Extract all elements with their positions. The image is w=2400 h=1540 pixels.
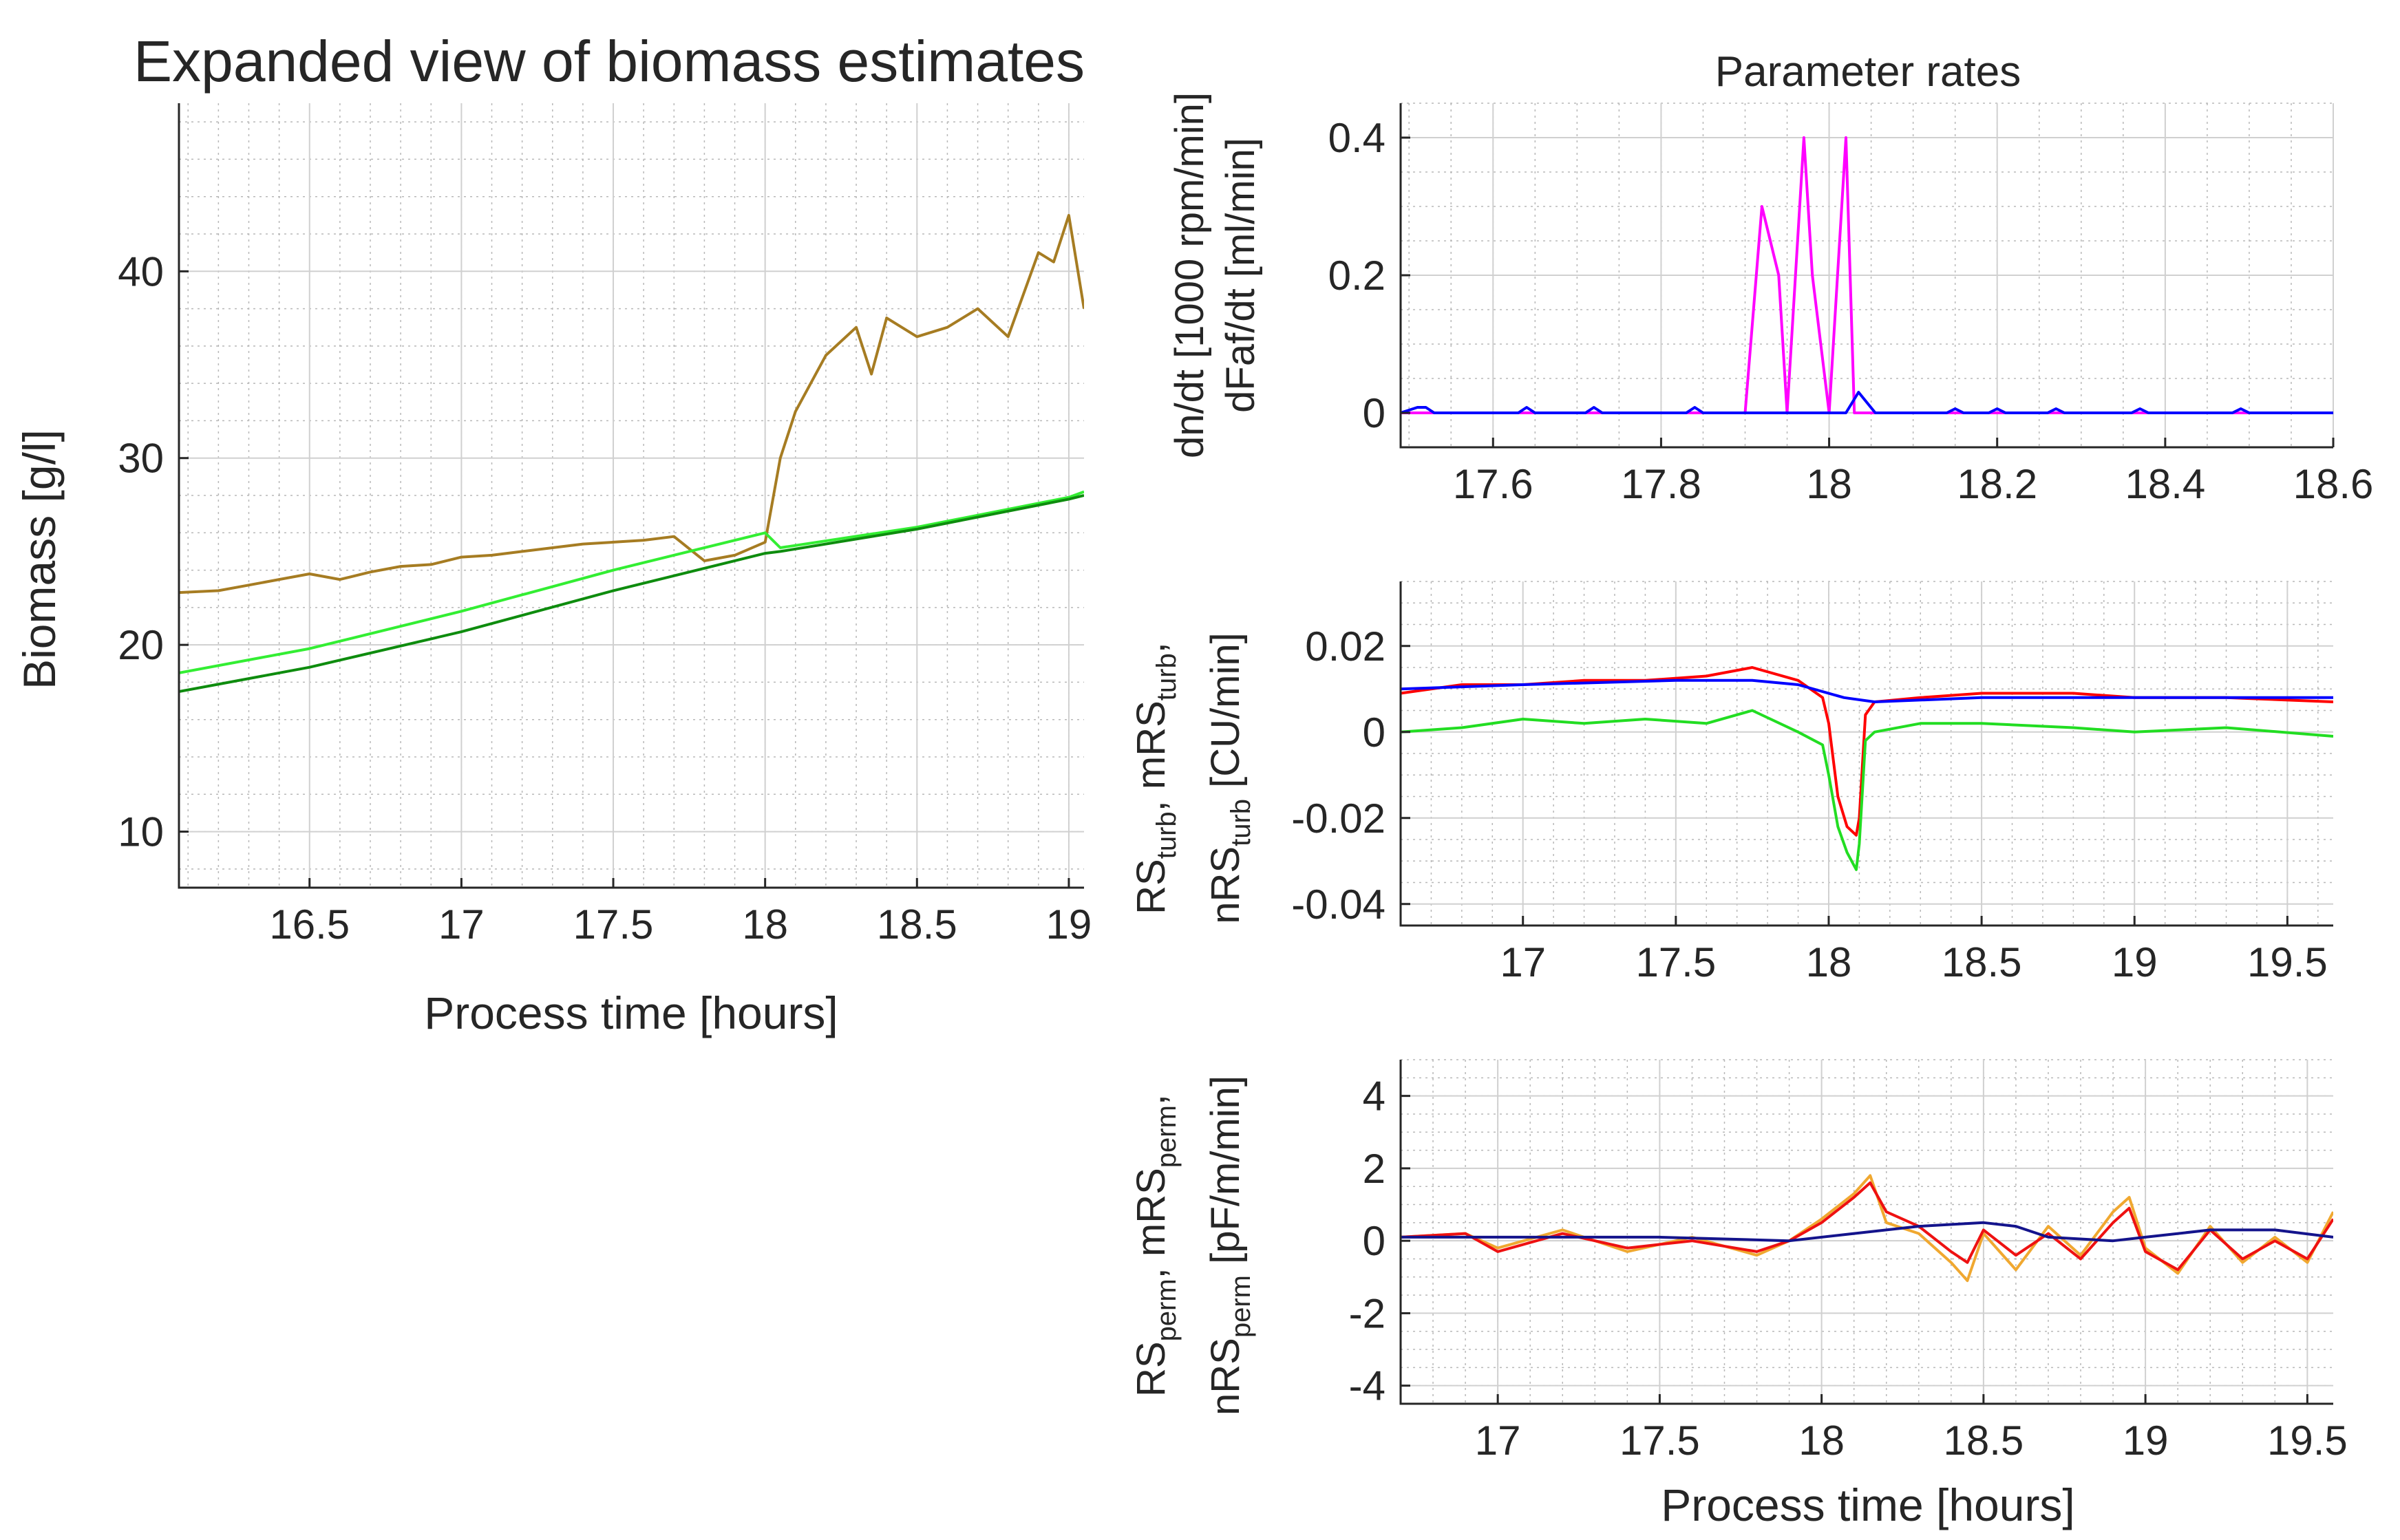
series-line-red	[1401, 666, 2333, 837]
y-tick-label: 4	[1363, 1073, 1385, 1120]
y-tick-label: 0.02	[1305, 623, 1385, 670]
y-tick-label: -2	[1349, 1290, 1385, 1336]
perm-xlabel: Process time [hours]	[1661, 1479, 2075, 1530]
x-tick-label: 19	[2112, 939, 2158, 985]
x-tick-label: 19.5	[2247, 939, 2328, 985]
y-tick-label: -0.02	[1291, 795, 1385, 842]
perm-ylabel-line1: RSperm, mRSperm,	[1129, 1094, 1182, 1397]
series-group	[179, 213, 1084, 693]
y-tick-label: 0.2	[1328, 253, 1385, 299]
biomass-xlabel: Process time [hours]	[424, 987, 838, 1038]
x-tick-label: 18	[1806, 461, 1852, 507]
axis-lines	[1399, 581, 2333, 927]
series-line-brown	[179, 213, 1084, 595]
y-tick-label: 0	[1363, 390, 1385, 436]
x-tick-label: 17	[438, 901, 485, 948]
biomass-ylabel: Biomass [g/l]	[14, 429, 65, 689]
y-tick-label: -0.04	[1291, 881, 1385, 928]
x-tick-label: 18	[742, 901, 788, 948]
grid-lines	[1400, 1059, 2333, 1404]
x-tick-label: 19	[2123, 1418, 2169, 1464]
series-line-blue	[1401, 391, 2333, 414]
rates-ylabel-line2: dFaf/dt [ml/min]	[1218, 138, 1263, 413]
series-line-dark-blue	[1401, 1221, 2333, 1243]
x-tick-label: 18.5	[877, 901, 957, 948]
y-tick-label: 20	[118, 622, 164, 668]
parameter-rates-title: Parameter rates	[1715, 48, 2021, 96]
x-tick-label: 17.5	[1635, 939, 1716, 985]
x-tick-label: 17.6	[1453, 461, 1533, 507]
series-line-blue	[1401, 678, 2333, 703]
x-tick-label: 18.6	[2293, 461, 2374, 507]
series-group	[1401, 136, 2333, 414]
y-tick-label: 40	[118, 248, 164, 295]
y-tick-label: 0.4	[1328, 115, 1385, 161]
series-line-red	[1401, 1181, 2333, 1272]
x-tick-label: 17.5	[573, 901, 654, 948]
axis-lines	[178, 103, 1084, 889]
x-tick-label: 17	[1475, 1418, 1521, 1464]
x-tick-label: 18.5	[1943, 1418, 2024, 1464]
x-tick-label: 19.5	[2267, 1418, 2348, 1464]
x-tick-label: 17	[1500, 939, 1546, 985]
axis-lines	[1399, 1060, 2333, 1405]
y-tick-label: -4	[1349, 1363, 1385, 1409]
x-tick-label: 17.8	[1621, 461, 1701, 507]
turb-ylabel-line2: nRSturb [CU/min]	[1203, 632, 1256, 923]
y-tick-label: 30	[118, 436, 164, 482]
biomass-panel: Expanded view of biomass estimates Proce…	[14, 29, 1092, 1038]
x-tick-label: 17.5	[1620, 1418, 1700, 1464]
parameter-rates-panel: Parameter rates dn/dt [1000 rpm/min] dFa…	[1167, 48, 2373, 507]
y-tick-label: 0	[1363, 709, 1385, 756]
series-group	[1401, 1174, 2333, 1283]
permittivity-panel: Process time [hours] RSperm, mRSperm, nR…	[1129, 1059, 2348, 1530]
grid-lines	[1400, 581, 2333, 926]
series-group	[1401, 666, 2333, 871]
rates-ylabel-line1: dn/dt [1000 rpm/min]	[1167, 92, 1212, 458]
x-tick-label: 19	[1046, 901, 1092, 948]
x-tick-label: 18	[1806, 939, 1852, 985]
y-tick-label: 10	[118, 809, 164, 855]
grid-lines	[179, 103, 1084, 888]
x-tick-label: 18.4	[2125, 461, 2205, 507]
y-tick-label: 0	[1363, 1218, 1385, 1264]
series-line-dark-green	[179, 494, 1084, 693]
axis-lines	[1399, 103, 2333, 449]
x-tick-label: 16.5	[269, 901, 350, 948]
series-line-magenta	[1401, 136, 2333, 414]
series-line-light-green	[179, 490, 1084, 674]
x-tick-label: 18.2	[1957, 461, 2037, 507]
y-tick-label: 2	[1363, 1146, 1385, 1192]
perm-ylabel-line2: nRSperm [pF/m/min]	[1203, 1076, 1256, 1415]
x-tick-label: 18.5	[1942, 939, 2022, 985]
turbidity-panel: RSturb, mRSturb, nRSturb [CU/min] 17 17.5…	[1129, 581, 2333, 985]
x-tick-label: 18	[1798, 1418, 1845, 1464]
biomass-title: Expanded view of biomass estimates	[134, 29, 1085, 94]
series-line-green	[1401, 709, 2333, 871]
